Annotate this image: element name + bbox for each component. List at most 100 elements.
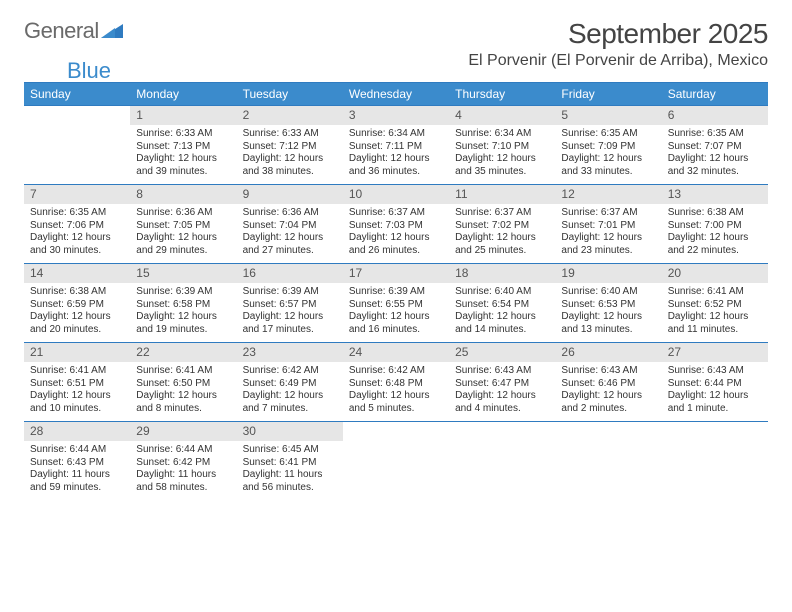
day-body: Sunrise: 6:43 AMSunset: 6:46 PMDaylight:… (555, 362, 661, 419)
day-number: 7 (24, 185, 130, 204)
day-cell: 29Sunrise: 6:44 AMSunset: 6:42 PMDayligh… (130, 422, 236, 500)
daylight-text: Daylight: 12 hours and 25 minutes. (455, 232, 549, 257)
day-body: Sunrise: 6:36 AMSunset: 7:05 PMDaylight:… (130, 204, 236, 261)
day-body: Sunrise: 6:37 AMSunset: 7:02 PMDaylight:… (449, 204, 555, 261)
sunset-text: Sunset: 7:02 PM (455, 220, 549, 233)
day-number: 12 (555, 185, 661, 204)
day-body: Sunrise: 6:38 AMSunset: 7:00 PMDaylight:… (662, 204, 768, 261)
day-cell: . (343, 422, 449, 500)
sunset-text: Sunset: 7:03 PM (349, 220, 443, 233)
day-cell: 11Sunrise: 6:37 AMSunset: 7:02 PMDayligh… (449, 185, 555, 263)
sunset-text: Sunset: 7:09 PM (561, 141, 655, 154)
sunset-text: Sunset: 7:07 PM (668, 141, 762, 154)
sunrise-text: Sunrise: 6:36 AM (136, 207, 230, 220)
sunrise-text: Sunrise: 6:33 AM (136, 128, 230, 141)
day-number: 1 (130, 106, 236, 125)
sunrise-text: Sunrise: 6:35 AM (668, 128, 762, 141)
sunset-text: Sunset: 7:10 PM (455, 141, 549, 154)
day-cell: 23Sunrise: 6:42 AMSunset: 6:49 PMDayligh… (237, 343, 343, 421)
daylight-text: Daylight: 12 hours and 2 minutes. (561, 390, 655, 415)
day-cell: . (449, 422, 555, 500)
sunrise-text: Sunrise: 6:42 AM (243, 365, 337, 378)
day-body: Sunrise: 6:35 AMSunset: 7:06 PMDaylight:… (24, 204, 130, 261)
day-cell: 15Sunrise: 6:39 AMSunset: 6:58 PMDayligh… (130, 264, 236, 342)
sunrise-text: Sunrise: 6:39 AM (136, 286, 230, 299)
daylight-text: Daylight: 12 hours and 26 minutes. (349, 232, 443, 257)
sunset-text: Sunset: 6:55 PM (349, 299, 443, 312)
day-body: Sunrise: 6:38 AMSunset: 6:59 PMDaylight:… (24, 283, 130, 340)
week-row: 14Sunrise: 6:38 AMSunset: 6:59 PMDayligh… (24, 263, 768, 342)
sunrise-text: Sunrise: 6:34 AM (455, 128, 549, 141)
logo: General (24, 18, 123, 44)
page-header: General September 2025 El Porvenir (El P… (24, 18, 768, 70)
day-cell: . (24, 106, 130, 184)
day-body: Sunrise: 6:40 AMSunset: 6:53 PMDaylight:… (555, 283, 661, 340)
sunset-text: Sunset: 6:41 PM (243, 457, 337, 470)
day-cell: 8Sunrise: 6:36 AMSunset: 7:05 PMDaylight… (130, 185, 236, 263)
sunrise-text: Sunrise: 6:38 AM (30, 286, 124, 299)
day-number: 23 (237, 343, 343, 362)
day-number: 22 (130, 343, 236, 362)
sunrise-text: Sunrise: 6:42 AM (349, 365, 443, 378)
daylight-text: Daylight: 12 hours and 8 minutes. (136, 390, 230, 415)
day-cell: 17Sunrise: 6:39 AMSunset: 6:55 PMDayligh… (343, 264, 449, 342)
daylight-text: Daylight: 12 hours and 35 minutes. (455, 153, 549, 178)
sunset-text: Sunset: 7:12 PM (243, 141, 337, 154)
day-body: Sunrise: 6:37 AMSunset: 7:01 PMDaylight:… (555, 204, 661, 261)
day-cell: 16Sunrise: 6:39 AMSunset: 6:57 PMDayligh… (237, 264, 343, 342)
day-cell: 5Sunrise: 6:35 AMSunset: 7:09 PMDaylight… (555, 106, 661, 184)
sunset-text: Sunset: 6:43 PM (30, 457, 124, 470)
day-cell: 21Sunrise: 6:41 AMSunset: 6:51 PMDayligh… (24, 343, 130, 421)
sunset-text: Sunset: 7:06 PM (30, 220, 124, 233)
day-number: 9 (237, 185, 343, 204)
sunrise-text: Sunrise: 6:36 AM (243, 207, 337, 220)
day-body: Sunrise: 6:42 AMSunset: 6:49 PMDaylight:… (237, 362, 343, 419)
sunset-text: Sunset: 7:01 PM (561, 220, 655, 233)
sunrise-text: Sunrise: 6:38 AM (668, 207, 762, 220)
day-cell: 28 Sunrise: 6:44 AMSunset: 6:43 PMDayligh… (24, 422, 130, 500)
day-cell: . (662, 422, 768, 500)
daylight-text: Daylight: 11 hours and 59 minutes. (30, 469, 124, 494)
daylight-text: Daylight: 12 hours and 17 minutes. (243, 311, 337, 336)
day-number: 2 (237, 106, 343, 125)
sunset-text: Sunset: 6:44 PM (668, 378, 762, 391)
day-cell: 1Sunrise: 6:33 AMSunset: 7:13 PMDaylight… (130, 106, 236, 184)
day-body: Sunrise: 6:41 AMSunset: 6:50 PMDaylight:… (130, 362, 236, 419)
day-cell: 18Sunrise: 6:40 AMSunset: 6:54 PMDayligh… (449, 264, 555, 342)
day-body: Sunrise: 6:35 AMSunset: 7:09 PMDaylight:… (555, 125, 661, 182)
sunset-text: Sunset: 6:42 PM (136, 457, 230, 470)
day-number: 6 (662, 106, 768, 125)
sunrise-text: Sunrise: 6:44 AM (30, 444, 124, 457)
day-number: 28 (24, 422, 130, 441)
day-body: Sunrise: 6:45 AMSunset: 6:41 PMDaylight:… (237, 441, 343, 498)
sunrise-text: Sunrise: 6:41 AM (30, 365, 124, 378)
sunrise-text: Sunrise: 6:39 AM (349, 286, 443, 299)
day-body: Sunrise: 6:39 AMSunset: 6:57 PMDaylight:… (237, 283, 343, 340)
page-title: September 2025 (468, 18, 768, 50)
day-cell: 19Sunrise: 6:40 AMSunset: 6:53 PMDayligh… (555, 264, 661, 342)
sunrise-text: Sunrise: 6:45 AM (243, 444, 337, 457)
day-cell: . (555, 422, 661, 500)
day-body: Sunrise: 6:40 AMSunset: 6:54 PMDaylight:… (449, 283, 555, 340)
day-number: 11 (449, 185, 555, 204)
day-number: 3 (343, 106, 449, 125)
day-cell: 27Sunrise: 6:43 AMSunset: 6:44 PMDayligh… (662, 343, 768, 421)
day-number: 8 (130, 185, 236, 204)
week-row: 28Sunrise: 6:44 AMSunset: 6:43 PMDayligh… (24, 421, 768, 500)
day-number: 21 (24, 343, 130, 362)
sunset-text: Sunset: 6:52 PM (668, 299, 762, 312)
daylight-text: Daylight: 12 hours and 29 minutes. (136, 232, 230, 257)
sunrise-text: Sunrise: 6:35 AM (561, 128, 655, 141)
sunset-text: Sunset: 6:48 PM (349, 378, 443, 391)
sunset-text: Sunset: 6:51 PM (30, 378, 124, 391)
day-number: 30 (237, 422, 343, 441)
day-body: Sunrise: 6:39 AMSunset: 6:58 PMDaylight:… (130, 283, 236, 340)
day-cell: 4Sunrise: 6:34 AMSunset: 7:10 PMDaylight… (449, 106, 555, 184)
daylight-text: Daylight: 12 hours and 23 minutes. (561, 232, 655, 257)
day-cell: 7Sunrise: 6:35 AMSunset: 7:06 PMDaylight… (24, 185, 130, 263)
sunrise-text: Sunrise: 6:44 AM (136, 444, 230, 457)
day-header-monday: Monday (130, 83, 236, 105)
sunrise-text: Sunrise: 6:40 AM (455, 286, 549, 299)
sunrise-text: Sunrise: 6:43 AM (561, 365, 655, 378)
daylight-text: Daylight: 12 hours and 5 minutes. (349, 390, 443, 415)
